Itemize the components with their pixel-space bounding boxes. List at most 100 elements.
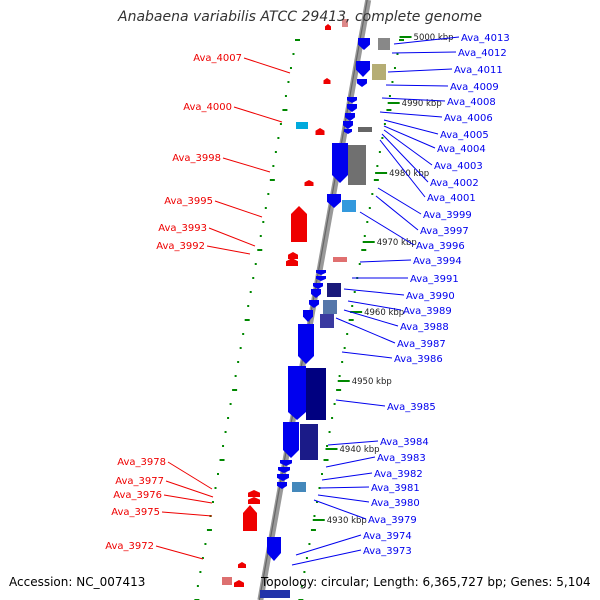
leader-line (291, 549, 362, 566)
kbp-marker-label: 4940 kbp (340, 445, 380, 455)
leader-line (381, 97, 446, 102)
forward-gene-glyph (327, 283, 341, 297)
gene-label-forward: Ava_3985 (387, 402, 436, 413)
forward-gene-glyph (358, 38, 370, 50)
leader-line (313, 499, 367, 520)
leader-line (343, 288, 405, 296)
gene-label-forward: Ava_4004 (437, 144, 486, 155)
leader-line (335, 317, 396, 344)
leader-line (222, 157, 271, 173)
forward-gene-glyph (277, 482, 287, 489)
map-title: Anabaena variabilis ATCC 29413, complete… (118, 9, 482, 25)
gene-label-reverse: Ava_3975 (111, 507, 160, 518)
leader-line (359, 259, 412, 263)
kbp-marker-label: 4990 kbp (402, 99, 442, 109)
gene-label-forward: Ava_3988 (400, 322, 449, 333)
gene-label-forward: Ava_3996 (416, 241, 465, 252)
gene-label-forward: Ava_3991 (410, 274, 459, 285)
gene-label-reverse: Ava_3995 (164, 196, 213, 207)
gene-label-forward: Ava_4001 (427, 193, 476, 204)
kbp-marker-label: 5000 kbp (414, 33, 454, 43)
gene-label-forward: Ava_4011 (454, 65, 503, 76)
leader-line (359, 211, 415, 246)
gene-label-forward: Ava_3980 (371, 498, 420, 509)
forward-gene-glyph (316, 270, 326, 275)
gene-label-forward: Ava_3974 (363, 531, 412, 542)
gene-label-forward: Ava_3979 (368, 515, 417, 526)
leader-line (383, 125, 436, 149)
forward-gene-glyph (277, 474, 289, 481)
forward-gene-glyph (311, 289, 321, 298)
gene-label-forward: Ava_4005 (440, 130, 489, 141)
genome-summary-label: Topology: circular; Length: 6,365,727 bp… (261, 575, 591, 589)
gene-label-forward: Ava_4008 (447, 97, 496, 108)
forward-gene-glyph (280, 460, 292, 466)
forward-gene-glyph (292, 482, 306, 492)
gene-label-forward: Ava_3983 (377, 453, 426, 464)
leader-line (327, 440, 379, 446)
forward-gene-glyph (298, 324, 314, 364)
forward-gene-glyph (347, 104, 357, 112)
leader-line (383, 129, 433, 166)
leader-line (335, 399, 386, 407)
leader-line (387, 68, 453, 73)
forward-gene-glyph (327, 194, 341, 208)
leader-line (375, 195, 419, 231)
gene-label-reverse: Ava_3992 (156, 241, 205, 252)
gene-label-reverse: Ava_3993 (158, 223, 207, 234)
forward-gene-glyph (267, 537, 281, 561)
gene-label-forward: Ava_4002 (430, 178, 479, 189)
forward-gene-glyph (323, 300, 337, 314)
leader-line (161, 511, 213, 517)
forward-gene-glyph (358, 127, 372, 132)
leader-line (214, 200, 263, 218)
gene-label-forward: Ava_3997 (420, 226, 469, 237)
reverse-gene-glyph (248, 490, 260, 497)
leader-line (381, 133, 429, 183)
leader-line (343, 309, 399, 327)
gene-label-forward: Ava_4006 (444, 113, 493, 124)
forward-gene-glyph (343, 121, 353, 129)
forward-gene-glyph (303, 310, 313, 322)
leader-line (325, 456, 376, 468)
leader-line (165, 480, 214, 498)
leader-line (377, 187, 422, 215)
leader-line (393, 36, 460, 45)
reverse-gene-glyph (222, 577, 232, 585)
reverse-gene-glyph (286, 258, 298, 266)
reverse-gene-glyph (342, 19, 348, 27)
forward-gene-glyph (283, 422, 299, 458)
gene-label-forward: Ava_4012 (458, 48, 507, 59)
reverse-gene-glyph (325, 24, 331, 30)
forward-gene-glyph (344, 129, 352, 134)
accession-label: Accession: NC_007413 (9, 575, 146, 589)
kbp-marker-label: 4930 kbp (327, 516, 367, 526)
gene-label-forward: Ava_3986 (394, 354, 443, 365)
leader-line (208, 227, 256, 247)
forward-gene-glyph (296, 122, 308, 129)
forward-gene-glyph (342, 200, 356, 212)
forward-gene-glyph (378, 38, 390, 50)
gene-label-forward: Ava_4003 (434, 161, 483, 172)
kbp-marker-label: 4950 kbp (352, 377, 392, 387)
leader-line (347, 300, 402, 311)
leader-line (167, 461, 213, 490)
reverse-gene-glyph (291, 206, 307, 242)
forward-gene-glyph (345, 113, 355, 121)
leader-line (391, 51, 457, 54)
gene-label-reverse: Ava_3976 (113, 490, 162, 501)
gene-label-forward: Ava_3987 (397, 339, 446, 350)
leader-line (206, 245, 251, 255)
gene-label-reverse: Ava_4007 (193, 53, 242, 64)
leader-line (341, 351, 393, 359)
gene-label-forward: Ava_3999 (423, 210, 472, 221)
gene-label-forward: Ava_3994 (413, 256, 462, 267)
gene-label-forward: Ava_3984 (380, 437, 429, 448)
leader-line (379, 111, 443, 118)
forward-gene-glyph (288, 366, 306, 420)
leader-line (317, 494, 370, 503)
kbp-marker-label: 4970 kbp (377, 238, 417, 248)
forward-gene-glyph (372, 64, 386, 80)
